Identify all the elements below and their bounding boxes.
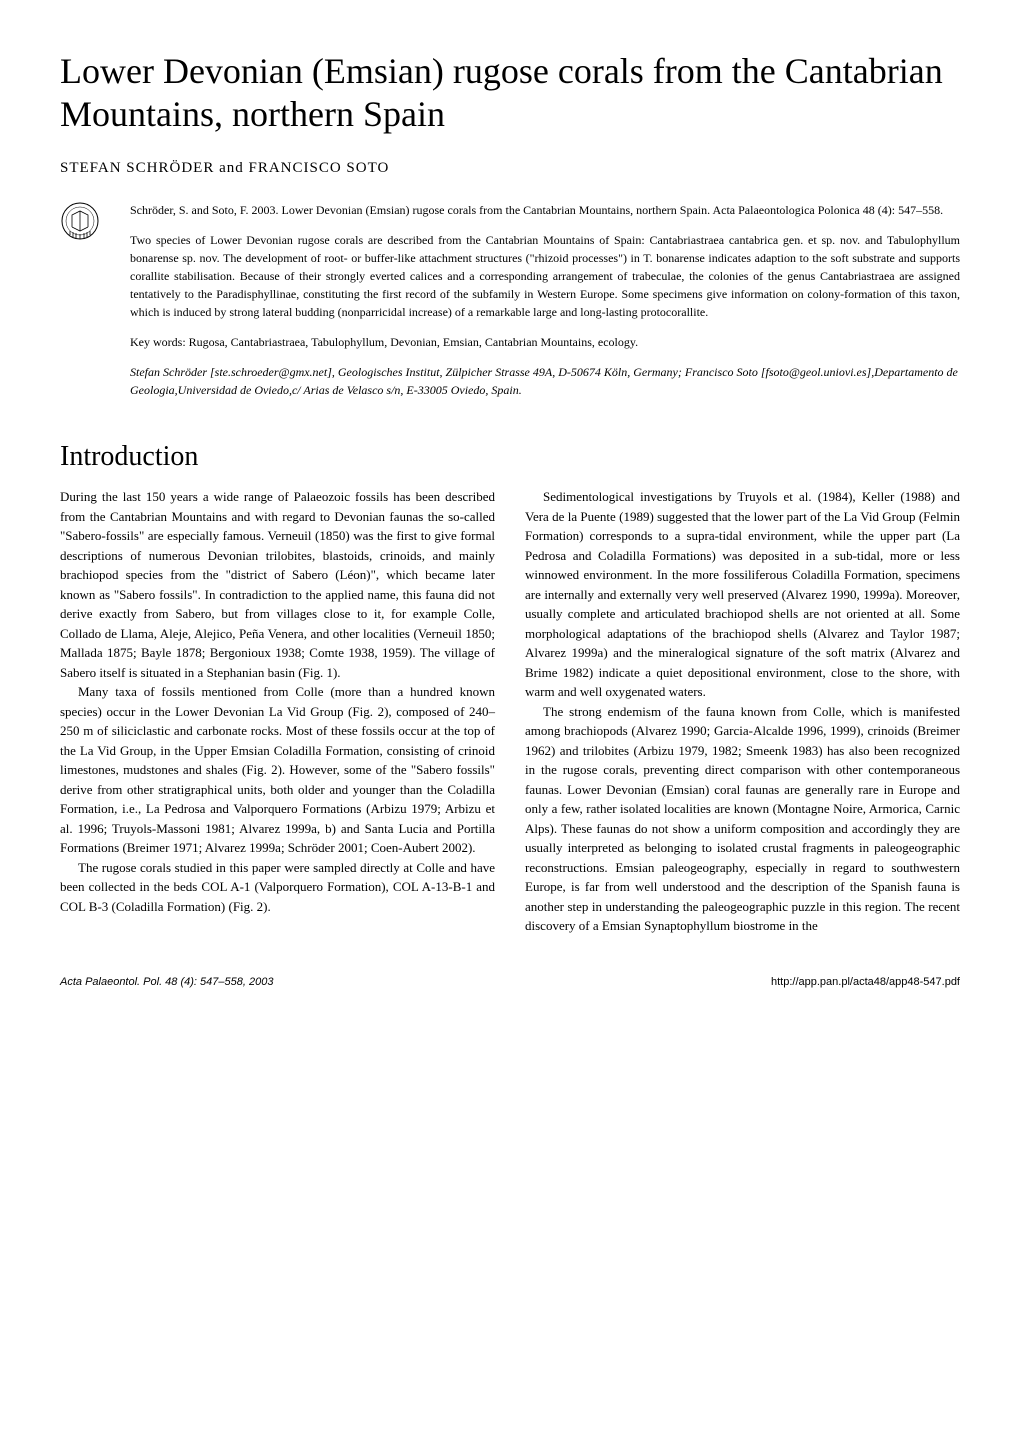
page-footer: Acta Palaeontol. Pol. 48 (4): 547–558, 2… <box>60 976 960 988</box>
section-heading-introduction: Introduction <box>60 441 960 473</box>
body-paragraph: The rugose corals studied in this paper … <box>60 858 495 917</box>
right-column: Sedimentological investigations by Truyo… <box>525 487 960 936</box>
footer-right: http://app.pan.pl/acta48/app48-547.pdf <box>771 976 960 988</box>
body-paragraph: Many taxa of fossils mentioned from Coll… <box>60 682 495 858</box>
keywords-text: Rugosa, Cantabriastraea, Tabulophyllum, … <box>189 335 638 349</box>
paper-title: Lower Devonian (Emsian) rugose corals fr… <box>60 50 960 136</box>
body-paragraph: Sedimentological investigations by Truyo… <box>525 487 960 702</box>
two-column-body: During the last 150 years a wide range o… <box>60 487 960 936</box>
abstract-text: Two species of Lower Devonian rugose cor… <box>130 231 960 321</box>
keywords-label: Key words: <box>130 335 186 349</box>
journal-seal-icon <box>60 201 100 241</box>
body-paragraph: The strong endemism of the fauna known f… <box>525 702 960 936</box>
author-addresses: Stefan Schröder [ste.schroeder@gmx.net],… <box>130 363 960 399</box>
abstract-content: Schröder, S. and Soto, F. 2003. Lower De… <box>130 201 960 411</box>
body-paragraph: During the last 150 years a wide range o… <box>60 487 495 682</box>
abstract-block: Schröder, S. and Soto, F. 2003. Lower De… <box>60 201 960 411</box>
journal-icon-column <box>60 201 110 411</box>
citation: Schröder, S. and Soto, F. 2003. Lower De… <box>130 201 960 219</box>
left-column: During the last 150 years a wide range o… <box>60 487 495 936</box>
footer-left: Acta Palaeontol. Pol. 48 (4): 547–558, 2… <box>60 976 273 988</box>
authors: STEFAN SCHRÖDER and FRANCISCO SOTO <box>60 160 960 177</box>
keywords: Key words: Rugosa, Cantabriastraea, Tabu… <box>130 333 960 351</box>
